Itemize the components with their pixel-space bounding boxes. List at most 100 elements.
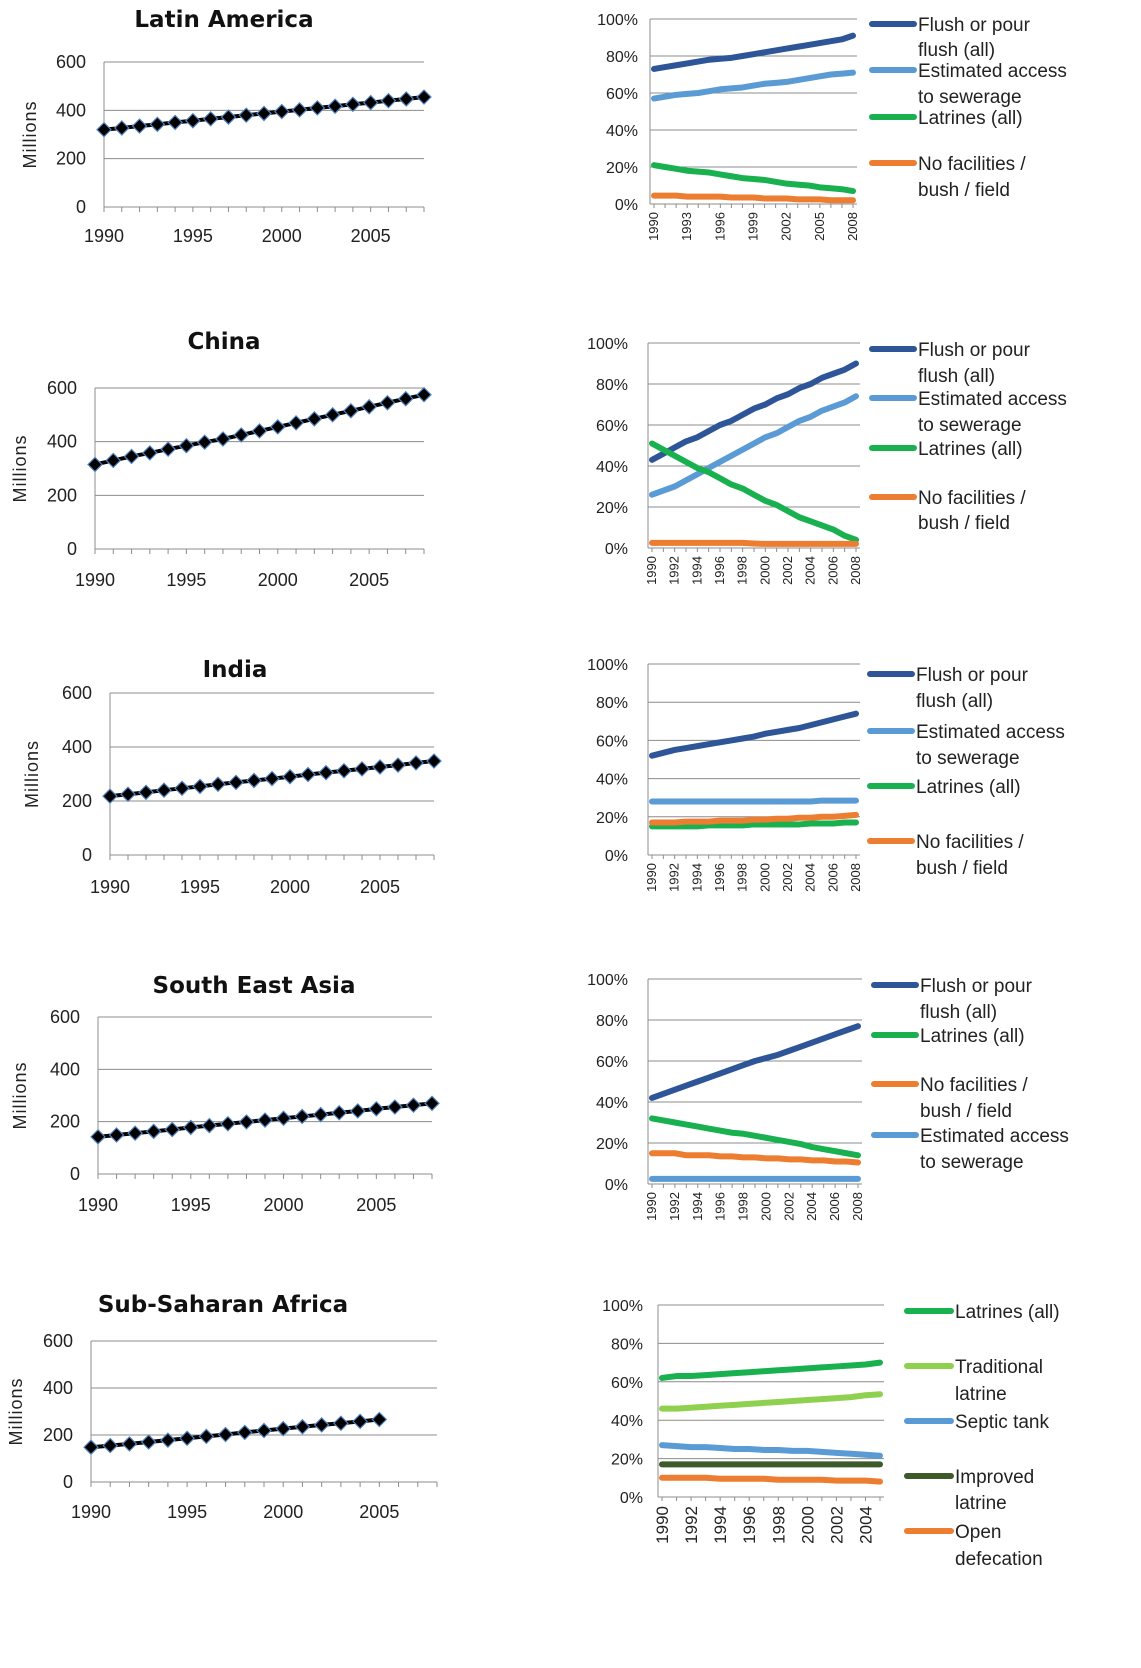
data-point: [96, 121, 112, 138]
data-point: [416, 386, 432, 403]
data-point: [361, 398, 378, 415]
y-tick-label: 100%: [587, 336, 628, 353]
data-point: [215, 431, 231, 447]
legend-entry: Estimated access to sewerage: [916, 722, 1065, 769]
data-point: [220, 109, 237, 125]
data-point: [424, 1095, 440, 1112]
sanitation-share-chart-sub-saharan-africa-share: 0% 20% 40% 60% 80% 100% 1990 1992 1994 1996 1998 20…: [602, 1298, 1059, 1570]
y-tick-label: 600: [62, 683, 92, 703]
data-point: [83, 1439, 99, 1456]
y-tick-label: 80%: [596, 695, 628, 712]
x-tick-label: 2008: [848, 556, 863, 585]
x-tick-label: 1992: [667, 863, 682, 892]
data-point: [174, 780, 190, 797]
series-line-3: [649, 811, 859, 826]
y-axis-title: Millions: [10, 1061, 30, 1129]
y-tick-label: 0: [70, 1164, 80, 1184]
data-point: [192, 778, 208, 795]
sanitation-share-chart-south-east-asia-share: 0% 20% 40% 60% 80% 100% 1990 1992 1994 1996 1998 20…: [587, 972, 1069, 1221]
x-tick-label: 2000: [757, 556, 772, 585]
x-tick-label: 2008: [850, 1192, 865, 1221]
x-tick-label: 2000: [264, 1195, 304, 1215]
chart-title: South East Asia: [153, 973, 356, 999]
y-tick-label: 40%: [611, 1413, 643, 1430]
x-tick-label: 1990: [78, 1195, 118, 1215]
series-line-4: [659, 1474, 883, 1485]
data-point: [217, 1426, 234, 1443]
legend-entry: No facilities / bush / field: [920, 1075, 1028, 1122]
sanitation-share-chart-latin-america-share: 0% 20% 40% 60% 80% 100% 1990 1993 1996 1999 2002 20…: [597, 12, 1067, 241]
series-line-1: [651, 69, 856, 102]
legend-entry: No facilities / bush / field: [918, 488, 1026, 534]
x-tick-label: 1998: [735, 556, 750, 585]
legend-entry: Latrines (all): [916, 777, 1021, 798]
data-point: [345, 96, 361, 113]
x-tick-label: 1998: [769, 1506, 788, 1544]
x-tick-label: 2004: [856, 1506, 875, 1544]
population-chart-india-pop: India 0 200 400 600 1990 1995 2000 2005 Millions: [22, 657, 442, 897]
data-point: [405, 1097, 422, 1114]
y-tick-label: 200: [50, 1112, 80, 1132]
x-tick-label: 2005: [349, 570, 389, 590]
data-point: [246, 772, 262, 789]
data-point: [179, 1430, 195, 1447]
y-tick-label: 100%: [587, 972, 628, 989]
y-axis-title: Millions: [6, 1377, 26, 1445]
legend-entry: No facilities / bush / field: [916, 832, 1024, 879]
y-tick-label: 60%: [596, 1054, 628, 1071]
data-point: [380, 92, 397, 109]
data-point: [178, 437, 195, 454]
population-chart-china-pop: China 0 200 400 600 1990 1995 2000 2005 Millions: [10, 329, 432, 590]
x-tick-label: 1990: [84, 226, 124, 246]
x-tick-label: 1996: [712, 863, 727, 892]
y-axis-title: Millions: [22, 740, 42, 808]
data-point: [282, 768, 298, 785]
y-tick-label: 0: [82, 845, 92, 865]
data-point: [362, 94, 379, 111]
series-line-0: [649, 710, 859, 759]
data-point: [90, 1128, 106, 1145]
y-tick-label: 20%: [596, 500, 628, 517]
data-point: [120, 786, 136, 803]
y-tick-label: 40%: [596, 459, 628, 476]
data-point: [140, 1434, 157, 1450]
y-tick-label: 600: [47, 378, 77, 398]
data-point: [371, 1411, 388, 1428]
data-point: [336, 762, 352, 779]
legend: Flush or pour flush (all)Estimated access…: [869, 15, 1067, 201]
legend-entry: Improved latrine: [955, 1467, 1034, 1514]
data-point: [294, 1418, 311, 1435]
data-point: [398, 91, 415, 107]
legend: Flush or pour flush (all)Estimated access…: [867, 665, 1065, 879]
y-tick-label: 600: [50, 1007, 80, 1027]
data-point: [273, 103, 290, 120]
x-tick-label: 2002: [780, 863, 795, 892]
data-point: [105, 452, 122, 469]
legend-entry: No facilities / bush / field: [918, 154, 1026, 201]
legend-entry: Estimated access to sewerage: [918, 61, 1067, 108]
data-point: [238, 107, 255, 124]
y-tick-label: 80%: [611, 1336, 643, 1353]
x-tick-label: 1994: [690, 1192, 705, 1221]
series-line-2: [651, 162, 856, 195]
data-point: [251, 423, 268, 439]
data-point: [198, 1428, 215, 1445]
legend-entry: Flush or pour flush (all): [918, 15, 1031, 61]
y-tick-label: 20%: [611, 1452, 643, 1469]
y-tick-label: 20%: [596, 810, 628, 827]
data-point: [196, 434, 213, 451]
x-tick-label: 1999: [746, 212, 761, 241]
data-point: [220, 1115, 236, 1132]
x-tick-label: 1996: [740, 1506, 759, 1544]
x-tick-label: 1995: [167, 1502, 207, 1522]
data-point: [131, 118, 148, 134]
data-point: [113, 120, 130, 136]
x-tick-label: 1992: [667, 556, 682, 585]
x-tick-label: 2002: [781, 1192, 796, 1221]
data-point: [397, 390, 414, 407]
series-line-0: [659, 1359, 883, 1381]
x-tick-label: 1995: [173, 226, 213, 246]
x-tick-label: 2006: [825, 863, 840, 892]
x-tick-label: 2008: [845, 212, 860, 241]
